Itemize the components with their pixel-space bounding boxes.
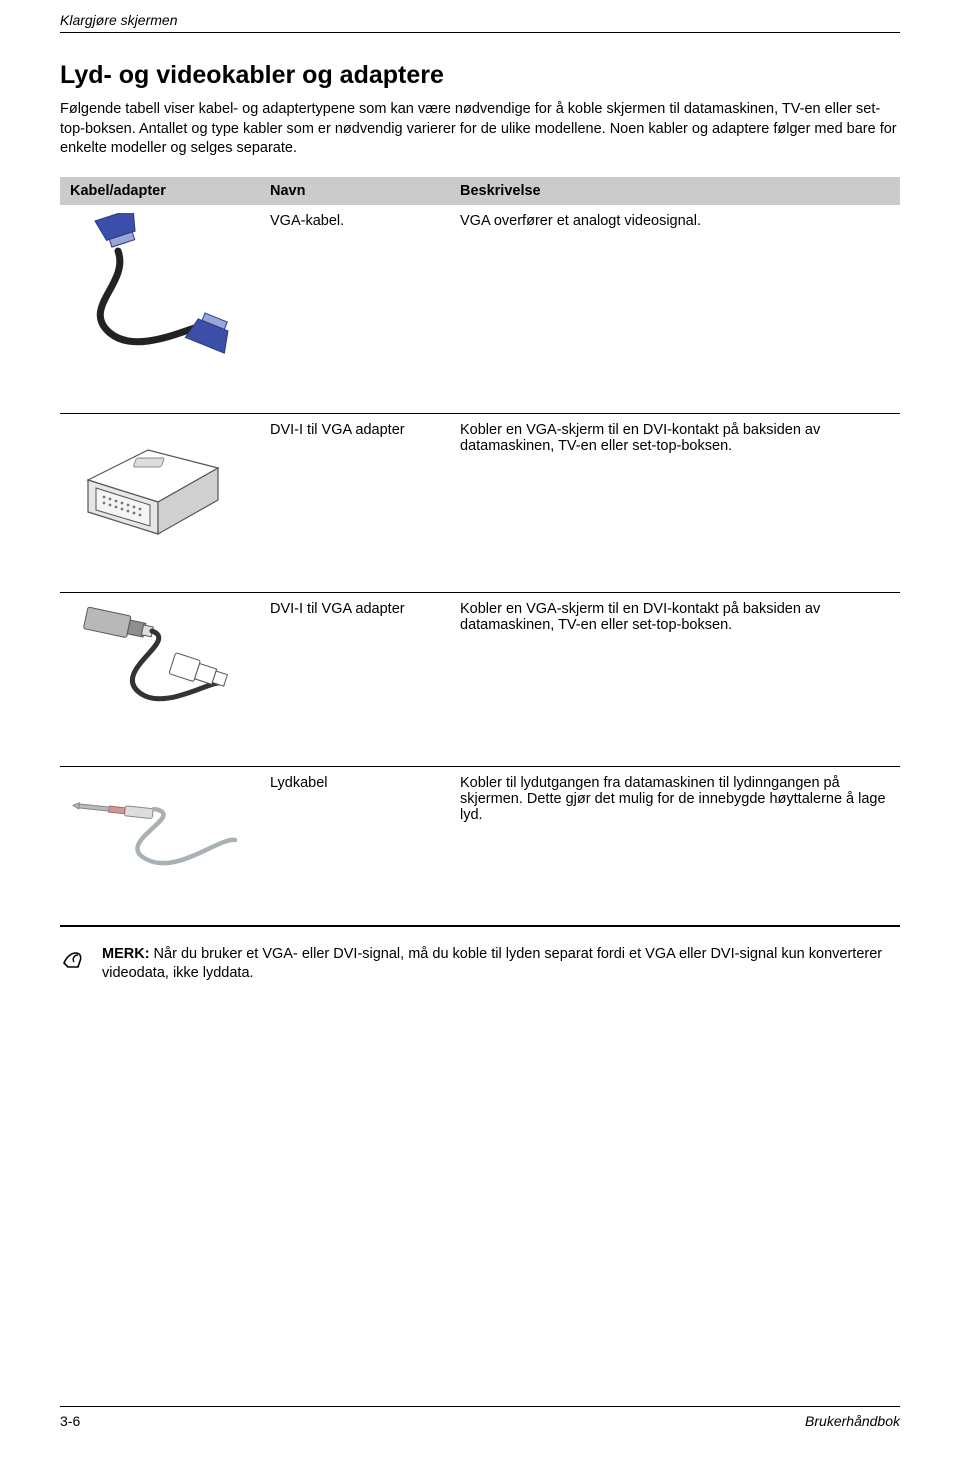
cell-illustration — [60, 592, 260, 766]
page-footer: 3-6 Brukerhåndbok — [60, 1406, 900, 1429]
note-icon — [60, 945, 90, 971]
cell-desc: Kobler en VGA-skjerm til en DVI-kontakt … — [450, 592, 900, 766]
cell-illustration — [60, 205, 260, 414]
table-row: DVI-I til VGA adapter Kobler en VGA-skje… — [60, 592, 900, 766]
footer-page-number: 3-6 — [60, 1413, 80, 1429]
table-header-row: Kabel/adapter Navn Beskrivelse — [60, 177, 900, 205]
col-header-desc: Beskrivelse — [450, 177, 900, 205]
cell-illustration — [60, 766, 260, 926]
col-header-adapter: Kabel/adapter — [60, 177, 260, 205]
audio-cable-illustration — [70, 775, 245, 875]
page-spacer — [60, 984, 900, 1386]
cell-name: DVI-I til VGA adapter — [260, 413, 450, 592]
running-head: Klargjøre skjermen — [60, 0, 900, 32]
cell-desc: Kobler til lydutgangen fra datamaskinen … — [450, 766, 900, 926]
table-row: Lydkabel Kobler til lydutgangen fra data… — [60, 766, 900, 926]
table-row: DVI-I til VGA adapter Kobler en VGA-skje… — [60, 413, 900, 592]
note-block: MERK: Når du bruker et VGA- eller DVI-si… — [60, 945, 900, 984]
header-rule — [60, 32, 900, 33]
section-title: Lyd- og videokabler og adaptere — [60, 61, 900, 90]
vga-cable-illustration — [70, 213, 245, 363]
cell-name: Lydkabel — [260, 766, 450, 926]
cell-name: DVI-I til VGA adapter — [260, 592, 450, 766]
table-row: VGA-kabel. VGA overfører et analogt vide… — [60, 205, 900, 414]
cable-table: Kabel/adapter Navn Beskrivelse — [60, 177, 900, 927]
intro-paragraph: Følgende tabell viser kabel- og adaptert… — [60, 100, 900, 159]
cell-desc: VGA overfører et analogt videosignal. — [450, 205, 900, 414]
note-label: MERK: — [102, 946, 150, 962]
dvi-adapter-illustration — [70, 422, 245, 542]
document-page: Klargjøre skjermen Lyd- og videokabler o… — [0, 0, 960, 1459]
col-header-name: Navn — [260, 177, 450, 205]
footer-doc-title: Brukerhåndbok — [805, 1413, 900, 1429]
note-text: MERK: Når du bruker et VGA- eller DVI-si… — [102, 945, 900, 984]
dvi-cable-illustration — [70, 601, 245, 716]
cell-illustration — [60, 413, 260, 592]
cell-name: VGA-kabel. — [260, 205, 450, 414]
note-body: Når du bruker et VGA- eller DVI-signal, … — [102, 946, 882, 982]
cell-desc: Kobler en VGA-skjerm til en DVI-kontakt … — [450, 413, 900, 592]
